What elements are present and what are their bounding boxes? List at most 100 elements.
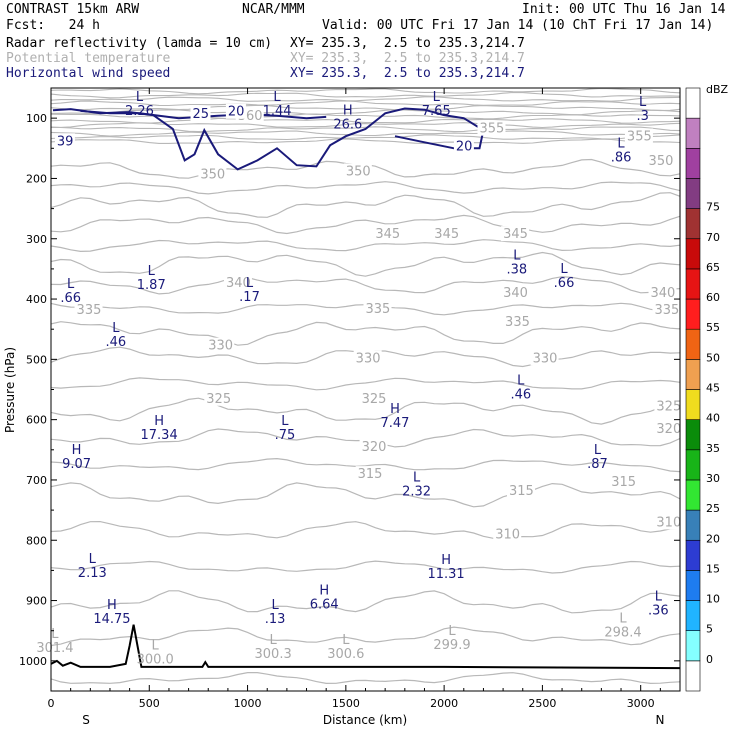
theta-contour-upper [51,138,680,144]
wind-label-bg [190,106,211,122]
hl-marker-kind: L [619,612,627,627]
hl-marker-kind: L [112,321,120,336]
theta-label: 330 [533,351,558,366]
hl-marker-value: .36 [648,603,669,618]
theta-contour [51,590,680,614]
theta-contour [51,239,680,253]
theta-label-bg [503,314,532,330]
theta-label: 325 [362,392,387,407]
colorbar-level-label: 20 [706,532,720,545]
wind-label: 25 [193,107,210,122]
colorbar-swatch [685,419,701,451]
hl-marker-value: .87 [587,457,608,472]
colorbar-swatch [685,630,701,662]
theta-label: 330 [356,351,381,366]
forecast-hour: Fcst: 24 h [6,18,100,33]
y-tick-label: 500 [26,353,47,366]
hl-marker-kind: L [448,624,456,639]
hl-marker-kind: L [433,90,441,105]
colorbar-swatch [685,238,701,270]
hl-marker-kind: L [148,264,156,279]
colorbar-level-label: 70 [706,231,720,244]
hl-marker-kind: L [271,598,279,613]
theta-label-bg [501,285,530,301]
hl-marker-kind: L [273,90,281,105]
theta-contour [51,482,680,508]
theta-label: 340 [651,286,676,301]
hl-marker-kind: H [441,553,451,568]
end-label-south: S [82,713,90,727]
y-axis: 100 200 300 400 500 600 700 800 900 1000 [19,112,680,668]
colorbar-swatch [685,389,701,420]
colorbar-swatch [685,509,701,541]
wind-contour-20 [52,107,485,171]
theta-label-bg [343,163,372,179]
x-tick-label: 3000 [627,697,655,710]
colorbar-swatch [685,359,701,390]
hl-marker-kind: L [152,638,160,653]
colorbar: 0 5 10 15 20 25 30 35 40 45 50 55 60 65 70 75 [685,87,720,692]
theta-contour [51,626,680,647]
terrain [51,624,680,670]
theta-label-bg [609,473,638,489]
hl-marker-kind: L [281,414,289,429]
colorbar-swatch [685,660,701,692]
theta-label: 315 [611,475,636,490]
colorbar-level-label: 65 [706,261,720,274]
hl-marker-value: .13 [265,612,286,627]
hl-marker-value: 2.26 [125,104,154,119]
hl-marker-value: 7.65 [422,104,451,119]
colorbar-swatch [685,600,701,631]
theta-contour-upper [51,126,680,133]
hl-marker-kind: H [154,414,164,429]
hl-marker-value: 17.34 [141,428,178,443]
hl-marker-value: 7.47 [381,416,410,431]
x-tick-label: 2500 [528,697,556,710]
theta-label-bg [74,302,103,318]
theta-label-bg [359,439,388,455]
theta-label-bg [624,128,653,144]
colorbar-swatch [685,449,701,481]
wind-label-bg [225,103,246,119]
hl-marker-value: 300.0 [137,652,174,667]
field-xy-theta: XY= 235.3, 2.5 to 235.3,214.7 [290,51,525,66]
field-name-theta: Potential temperature [6,51,171,66]
colorbar-level-label: 55 [706,321,720,334]
hl-marker-kind: L [136,90,144,105]
theta-label-bg [646,153,675,169]
theta-label-bg [648,285,677,301]
x-tick-label: 1500 [332,697,360,710]
hl-marker-kind: H [390,402,400,417]
theta-label-bg [223,274,252,290]
hl-marker-kind: H [319,583,329,598]
theta-label: 335 [654,303,679,318]
theta-label: 320 [362,440,387,455]
colorbar-swatch [685,148,701,179]
theta-contour [51,377,680,391]
wind-label: 39 [57,134,74,149]
theta-contour [51,520,680,539]
colorbar-level-label: 60 [706,291,720,304]
wind-contours [52,107,485,171]
theta-label-bg [477,120,506,136]
theta-label-bg [654,398,683,414]
theta-contour-upper [51,122,680,129]
colorbar-level-label: 45 [706,382,720,395]
colorbar-swatch [685,328,701,360]
y-axis-label: Pressure (hPa) [3,347,17,433]
theta-label-bg [198,166,227,182]
y-tick-label: 200 [26,172,47,185]
theta-label: 335 [505,315,530,330]
field-name-reflectivity: Radar reflectivity (lamda = 10 cm) [6,36,273,51]
terrain-line [51,624,680,670]
hl-marker-value: .86 [611,151,632,166]
colorbar-unit: dBZ [706,83,729,96]
theta-label-bg [432,226,461,242]
colorbar-swatch [685,268,701,300]
theta-label: 310 [656,515,681,530]
wind-labels: 25 20 20 39 [54,103,474,155]
theta-label-bg [355,466,384,482]
hl-marker-value: .66 [554,276,575,291]
theta-label-bg [353,350,382,366]
x-tick-label: 2000 [430,697,458,710]
